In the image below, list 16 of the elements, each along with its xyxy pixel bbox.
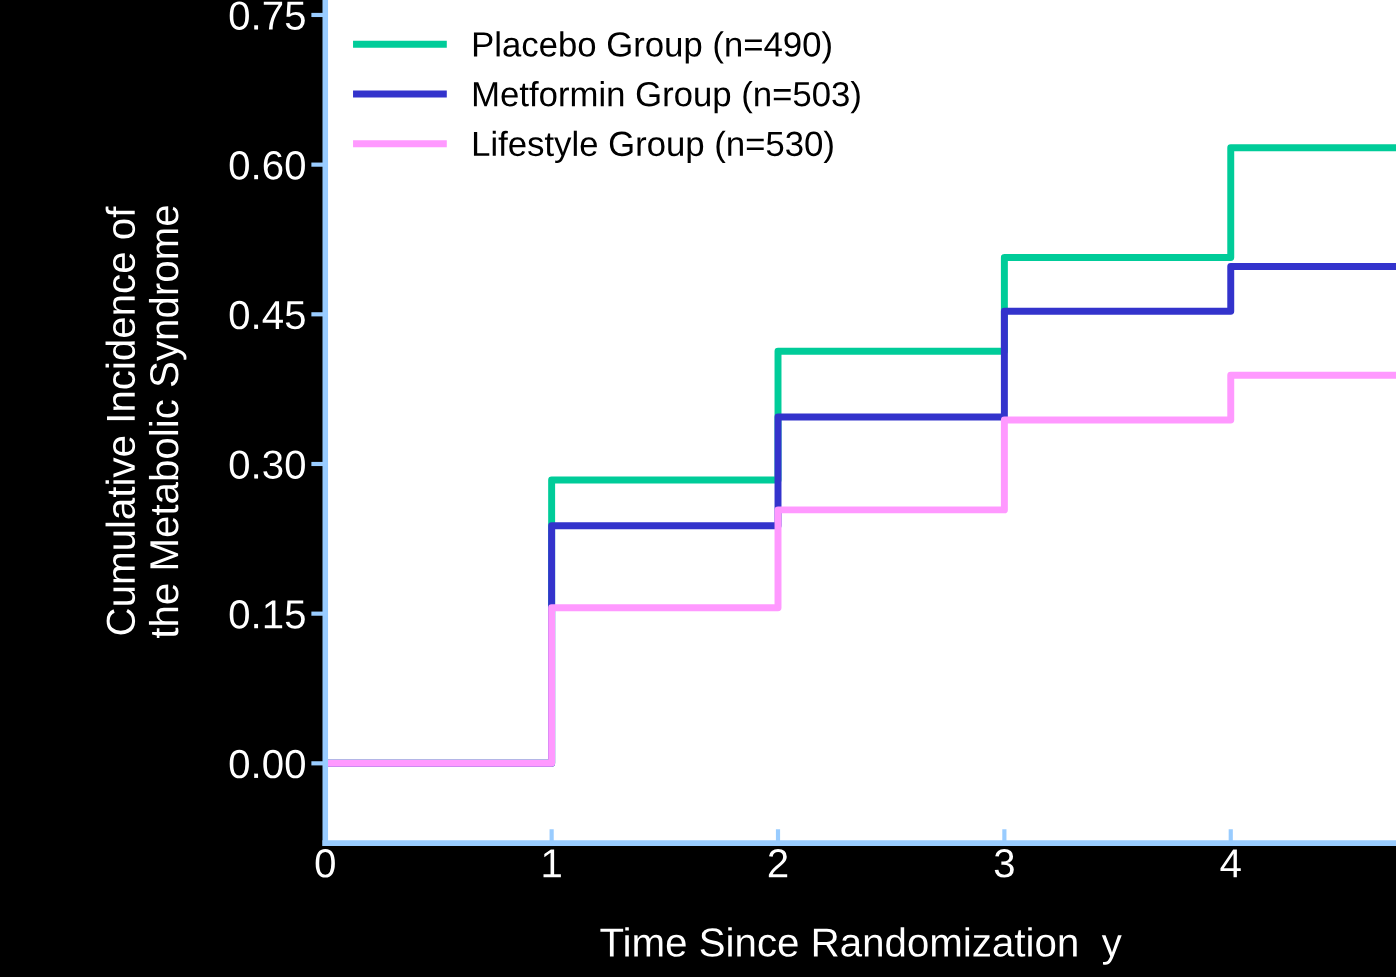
y-axis-title: Cumulative Incidence of the Metabolic Syndrome: [105, 206, 187, 639]
x-tick-label: 3: [994, 849, 1014, 878]
y-tick-label: 0.75: [229, 1, 305, 30]
x-axis-title: Time Since Randomization y: [600, 927, 1122, 965]
legend-label: Lifestyle Group (n=530): [473, 130, 833, 164]
y-tick-label: 0.45: [229, 300, 305, 330]
legend-label: Placebo Group (n=490): [473, 31, 831, 64]
y-tick-label: 0.00: [229, 749, 305, 779]
y-tick-label: 0.15: [229, 600, 305, 629]
y-tick-label: 0.30: [229, 450, 305, 479]
x-tick-label: 4: [1220, 849, 1241, 878]
x-tick-label: 0: [315, 849, 335, 878]
x-tick-label: 1: [543, 849, 561, 878]
y-tick-label: 0.60: [229, 151, 305, 180]
legend-label: Metformin Group (n=503): [473, 80, 860, 114]
x-tick-label: 2: [768, 849, 788, 878]
